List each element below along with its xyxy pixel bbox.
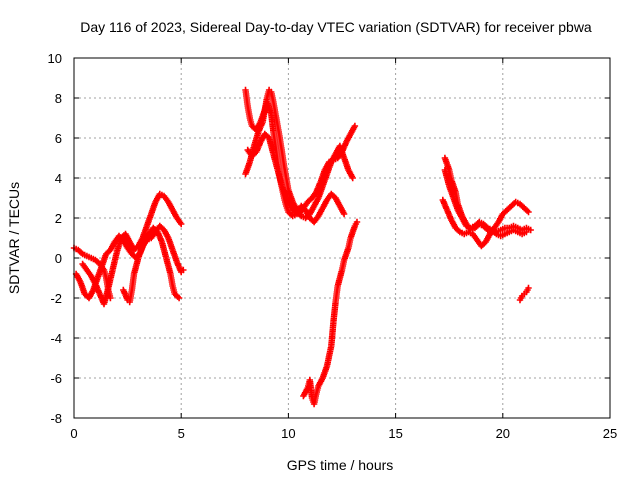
data-point: [175, 294, 183, 302]
x-tick-label: 15: [388, 426, 402, 441]
y-tick-label: 4: [55, 171, 62, 186]
data-point: [353, 218, 361, 226]
plot-area-border: [73, 57, 611, 419]
y-tick-label: -2: [50, 291, 62, 306]
data-point: [525, 284, 532, 292]
x-tick-label: 20: [496, 426, 510, 441]
y-tick-label: -8: [50, 411, 62, 426]
chart-title: Day 116 of 2023, Sidereal Day-to-day VTE…: [80, 19, 592, 35]
data-point: [180, 266, 187, 274]
x-tick-label: 5: [178, 426, 185, 441]
data-point: [351, 122, 359, 130]
y-tick-label: 8: [55, 91, 62, 106]
data-point: [349, 174, 356, 182]
x-tick-label: 0: [70, 426, 77, 441]
y-tick-label: -6: [50, 371, 62, 386]
x-tick-label: 25: [603, 426, 617, 441]
data-marks: [70, 86, 534, 408]
y-tick-label: 6: [55, 131, 62, 146]
axis-ticks: 0 5 10 15 20 25 -8 -6 -4 -2 0 2 4 6 8 10: [48, 51, 618, 441]
data-point: [527, 226, 534, 234]
y-axis-label: SDTVAR / TECUs: [6, 182, 22, 294]
y-tick-label: 10: [48, 51, 62, 66]
y-tick-label: 0: [55, 251, 62, 266]
data-point: [523, 228, 530, 236]
data-point: [178, 220, 185, 228]
x-tick-label: 10: [281, 426, 295, 441]
x-axis-label: GPS time / hours: [287, 457, 394, 473]
y-tick-label: -4: [50, 331, 62, 346]
data-point: [525, 208, 532, 216]
data-point: [340, 210, 348, 218]
y-tick-label: 2: [55, 211, 62, 226]
